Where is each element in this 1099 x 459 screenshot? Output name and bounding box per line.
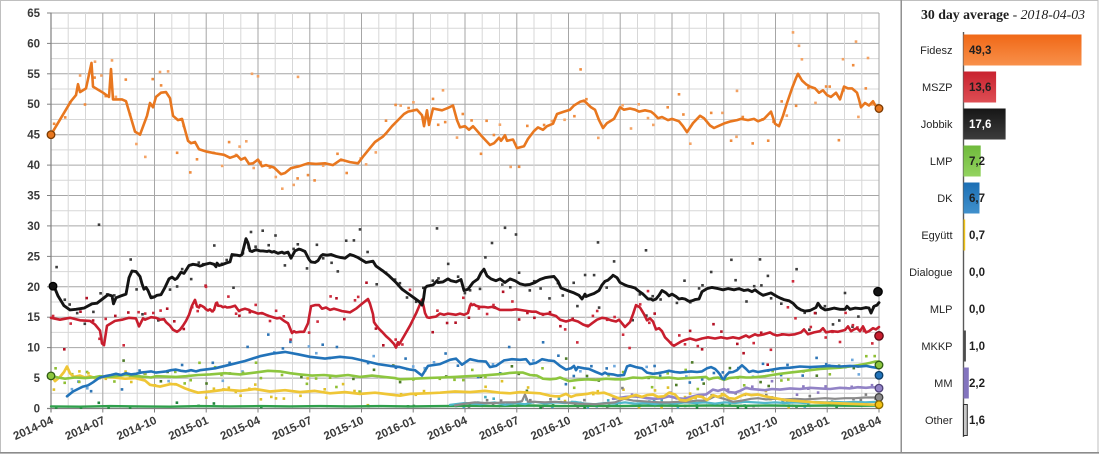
svg-text:40: 40 bbox=[27, 160, 40, 172]
svg-text:Fidesz: Fidesz bbox=[920, 45, 952, 57]
svg-text:20: 20 bbox=[27, 282, 40, 294]
svg-text:45: 45 bbox=[27, 130, 40, 142]
svg-text:Együtt: Együtt bbox=[921, 230, 952, 242]
svg-text:0,0: 0,0 bbox=[969, 267, 985, 279]
svg-text:17,6: 17,6 bbox=[969, 119, 991, 131]
svg-text:1,6: 1,6 bbox=[969, 415, 985, 427]
svg-text:5: 5 bbox=[34, 373, 41, 385]
svg-text:30 day average - 2018-04-03: 30 day average - 2018-04-03 bbox=[921, 7, 1085, 22]
svg-text:2,2: 2,2 bbox=[969, 378, 985, 390]
svg-text:49,3: 49,3 bbox=[969, 45, 991, 57]
svg-text:1,0: 1,0 bbox=[969, 341, 985, 353]
svg-text:Dialogue: Dialogue bbox=[909, 267, 952, 279]
svg-text:65: 65 bbox=[27, 8, 40, 20]
svg-text:30: 30 bbox=[27, 221, 40, 233]
svg-text:10: 10 bbox=[27, 343, 40, 355]
svg-text:Other: Other bbox=[925, 415, 953, 427]
svg-text:LMP: LMP bbox=[930, 156, 953, 168]
svg-text:DK: DK bbox=[937, 193, 953, 205]
svg-text:MLP: MLP bbox=[930, 304, 953, 316]
svg-text:0,7: 0,7 bbox=[969, 230, 985, 242]
svg-text:50: 50 bbox=[27, 99, 40, 111]
svg-text:0: 0 bbox=[34, 404, 40, 416]
svg-text:35: 35 bbox=[27, 191, 40, 203]
svg-text:60: 60 bbox=[27, 38, 40, 50]
svg-text:MM: MM bbox=[934, 378, 952, 390]
svg-text:0,0: 0,0 bbox=[969, 304, 985, 316]
svg-text:55: 55 bbox=[27, 69, 40, 81]
svg-text:25: 25 bbox=[27, 251, 40, 263]
svg-text:6,7: 6,7 bbox=[969, 193, 985, 205]
svg-text:7,2: 7,2 bbox=[969, 156, 985, 168]
svg-text:MSZP: MSZP bbox=[922, 82, 953, 94]
svg-text:MKKP: MKKP bbox=[921, 341, 952, 353]
svg-text:Jobbik: Jobbik bbox=[921, 119, 953, 131]
svg-text:15: 15 bbox=[27, 312, 40, 324]
svg-text:13,6: 13,6 bbox=[969, 82, 991, 94]
